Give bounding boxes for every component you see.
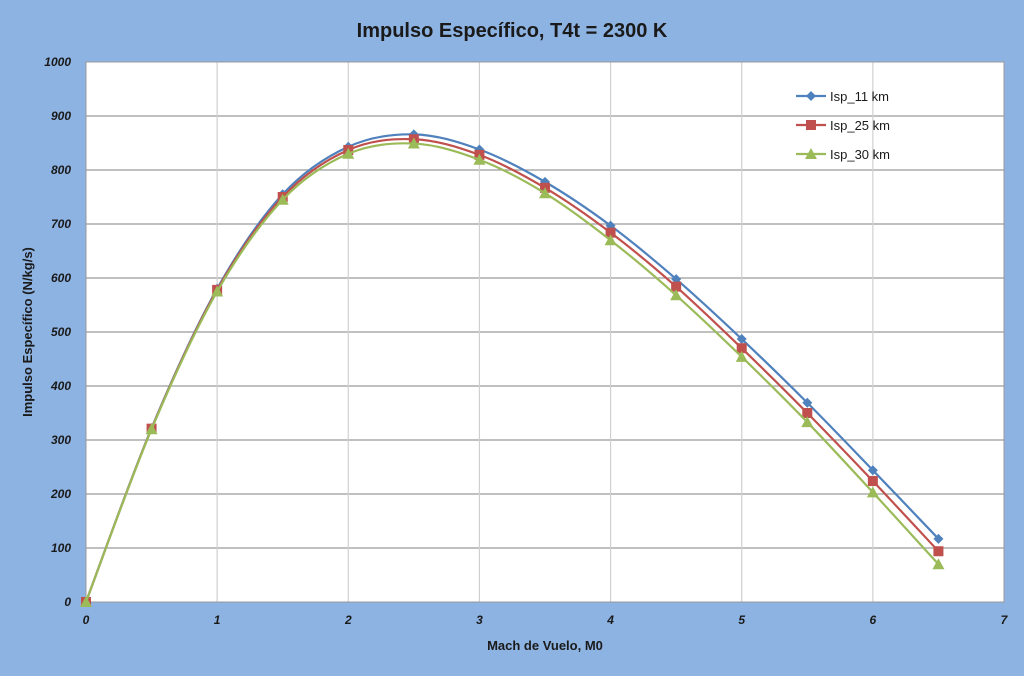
data-point xyxy=(605,227,616,238)
legend-marker xyxy=(806,120,816,130)
x-tick-label: 3 xyxy=(476,613,483,627)
plot-area-border xyxy=(85,61,1005,603)
data-point xyxy=(867,476,878,487)
legend-marker xyxy=(805,148,817,159)
y-tick-label: 600 xyxy=(51,271,71,285)
data-point xyxy=(145,423,158,435)
y-tick-label: 800 xyxy=(51,163,71,177)
chart-title: Impulso Específico, T4t = 2300 K xyxy=(357,20,668,42)
data-point xyxy=(671,274,682,285)
x-tick-label: 7 xyxy=(1001,613,1009,627)
x-tick-label: 2 xyxy=(344,613,352,627)
axis-labels: 0 100 200 300 400 500 600 700 800 900 1000 0 1 2 3 4 5 6 7 xyxy=(44,55,1008,627)
y-tick-label: 400 xyxy=(50,379,71,393)
data-point xyxy=(933,546,944,557)
x-tick-label: 6 xyxy=(870,613,877,627)
y-axis-title: Impulso Específico (N/kg/s) xyxy=(20,247,35,417)
data-point xyxy=(802,408,813,418)
legend-entry: Isp_25 km xyxy=(796,118,890,133)
data-point xyxy=(604,234,617,246)
data-point xyxy=(539,187,551,199)
y-tick-label: 300 xyxy=(51,433,71,447)
data-point xyxy=(670,289,683,301)
data-point xyxy=(80,596,92,607)
data-point xyxy=(211,285,224,297)
data-point xyxy=(473,153,486,165)
legend-label: Isp_25 km xyxy=(830,118,890,133)
legend-entry: Isp_11 km xyxy=(796,89,889,104)
y-tick-label: 500 xyxy=(51,325,71,339)
data-point xyxy=(735,350,748,362)
y-tick-label: 200 xyxy=(50,487,71,501)
series-3 xyxy=(80,137,945,607)
legend-entry: Isp_30 km xyxy=(796,147,890,162)
y-tick-label: 900 xyxy=(51,109,71,123)
data-point xyxy=(671,281,682,292)
y-tick-label: 100 xyxy=(51,541,71,555)
y-tick-label: 0 xyxy=(64,595,71,609)
data-point xyxy=(933,533,944,544)
legend-label: Isp_30 km xyxy=(830,147,890,162)
data-point xyxy=(736,343,747,354)
data-point xyxy=(802,397,813,408)
data-point xyxy=(407,137,420,149)
series-line xyxy=(84,142,940,603)
y-tick-label: 700 xyxy=(51,217,71,231)
legend-marker xyxy=(806,91,816,101)
data-point xyxy=(867,465,878,476)
data-point xyxy=(342,147,355,159)
data-point xyxy=(866,486,879,498)
legend: Isp_11 km Isp_25 km Isp_30 km xyxy=(796,89,890,162)
y-tick-label: 1000 xyxy=(44,55,71,69)
data-point xyxy=(736,334,747,345)
x-tick-label: 0 xyxy=(83,613,90,627)
x-axis-title: Mach de Vuelo, M0 xyxy=(487,638,603,653)
data-point xyxy=(932,558,945,570)
x-tick-label: 1 xyxy=(214,613,221,627)
legend-label: Isp_11 km xyxy=(830,89,889,104)
x-tick-label: 5 xyxy=(738,613,745,627)
data-point xyxy=(276,193,289,205)
data-point xyxy=(801,416,814,428)
gridlines xyxy=(86,62,1004,602)
series-layer xyxy=(80,129,945,607)
x-tick-label: 4 xyxy=(606,613,614,627)
